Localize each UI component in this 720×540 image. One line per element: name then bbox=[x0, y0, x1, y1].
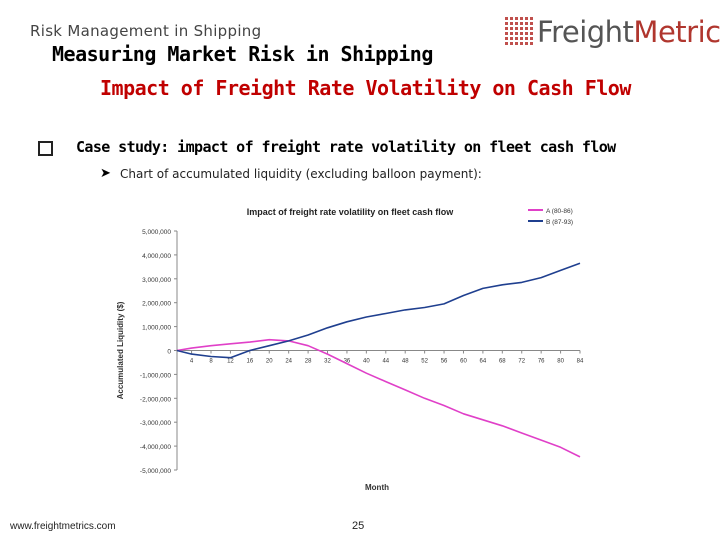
x-tick-label: 4 bbox=[190, 359, 194, 365]
case-study-text: Case study: impact of freight rate volat… bbox=[76, 138, 616, 156]
chart-title: Impact of freight rate volatility on fle… bbox=[247, 207, 455, 217]
x-tick-label: 36 bbox=[344, 359, 351, 365]
y-tick-label: -5,000,000 bbox=[140, 468, 171, 475]
x-tick-label: 16 bbox=[246, 359, 253, 365]
logo-part1: Freight bbox=[537, 15, 634, 49]
y-axis-label: Accumulated Liquidity ($) bbox=[116, 301, 125, 399]
x-tick-label: 68 bbox=[499, 359, 506, 365]
x-tick-label: 12 bbox=[227, 359, 234, 365]
x-tick-label: 52 bbox=[421, 359, 428, 365]
x-tick-label: 8 bbox=[209, 359, 213, 365]
page-title: Measuring Market Risk in Shipping bbox=[52, 42, 433, 66]
y-tick-label: 3,000,000 bbox=[142, 277, 171, 284]
x-tick-label: 28 bbox=[305, 359, 312, 365]
header-subtitle: Risk Management in Shipping bbox=[30, 22, 262, 40]
y-tick-label: 5,000,000 bbox=[142, 229, 171, 236]
y-tick-label: 0 bbox=[167, 349, 171, 356]
chart-description: Chart of accumulated liquidity (excludin… bbox=[120, 167, 482, 181]
logo-text: FreightMetrics bbox=[537, 15, 720, 49]
x-tick-label: 80 bbox=[557, 359, 564, 365]
y-tick-label: 2,000,000 bbox=[142, 301, 171, 308]
series-line-b bbox=[176, 262, 581, 359]
x-tick-label: 76 bbox=[538, 359, 545, 365]
y-tick-label: -2,000,000 bbox=[140, 396, 171, 403]
logo-part2: Metrics bbox=[633, 15, 720, 49]
x-tick-label: 40 bbox=[363, 359, 370, 365]
x-tick-label: 20 bbox=[266, 359, 273, 365]
page-number: 25 bbox=[352, 520, 365, 532]
x-tick-label: 56 bbox=[441, 359, 448, 365]
x-tick-label: 72 bbox=[518, 359, 525, 365]
y-tick-label: -4,000,000 bbox=[140, 444, 171, 451]
footer-url: www.freightmetrics.com bbox=[10, 521, 116, 532]
x-axis-label: Month bbox=[365, 483, 389, 492]
series-line-a bbox=[176, 338, 581, 458]
y-tick-label: 4,000,000 bbox=[142, 253, 171, 260]
y-tick-label: -1,000,000 bbox=[140, 372, 171, 379]
x-tick-label: 60 bbox=[460, 359, 467, 365]
x-tick-label: 44 bbox=[382, 359, 389, 365]
arrow-bullet-icon: ➤ bbox=[100, 165, 111, 180]
x-tick-label: 24 bbox=[285, 359, 292, 365]
y-tick-label: -3,000,000 bbox=[140, 420, 171, 427]
page-subtitle: Impact of Freight Rate Volatility on Cas… bbox=[100, 76, 631, 100]
legend-label-a: A (80-86) bbox=[546, 208, 573, 215]
x-tick-label: 64 bbox=[480, 359, 487, 365]
freightmetrics-logo: FreightMetrics bbox=[503, 14, 720, 50]
square-bullet-icon bbox=[38, 141, 53, 156]
x-tick-label: 48 bbox=[402, 359, 409, 365]
x-tick-label: 84 bbox=[577, 359, 584, 365]
legend-label-b: B (87-93) bbox=[546, 219, 573, 226]
logo-grid-icon bbox=[503, 17, 533, 47]
liquidity-chart: Impact of freight rate volatility on fle… bbox=[116, 207, 584, 492]
y-tick-label: 1,000,000 bbox=[142, 325, 171, 332]
x-tick-label: 32 bbox=[324, 359, 331, 365]
